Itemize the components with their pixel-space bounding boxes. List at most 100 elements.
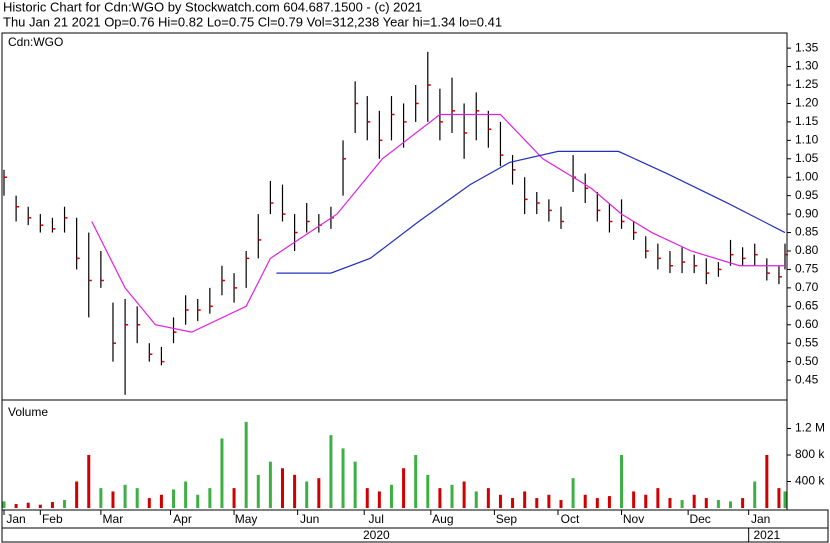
volume-bar — [63, 500, 67, 508]
y-tick-label: 0.65 — [795, 298, 819, 312]
volume-bar — [559, 500, 563, 508]
x-tick-label: Oct — [561, 512, 580, 526]
y-tick-label: 0.70 — [795, 280, 819, 294]
volume-bar — [498, 494, 502, 508]
volume-bar — [75, 481, 79, 508]
volume-bar — [38, 504, 42, 508]
x-tick-label: Jun — [300, 512, 319, 526]
volume-bar — [50, 502, 54, 508]
y-tick-label: 0.60 — [795, 317, 819, 331]
date-axis — [1, 509, 829, 543]
x-tick-label: Jan — [6, 512, 25, 526]
volume-bar — [26, 502, 30, 508]
x-tick-label: Apr — [173, 512, 192, 526]
volume-tick-label: 1.2 M — [795, 421, 825, 435]
y-tick-label: 0.85 — [795, 225, 819, 239]
x-tick-label: Jul — [369, 512, 384, 526]
volume-bar — [329, 435, 333, 508]
volume-bar — [474, 491, 478, 508]
volume-bar — [111, 491, 115, 508]
volume-bar — [293, 474, 297, 508]
x-tick-label: Aug — [432, 512, 453, 526]
volume-bar — [583, 494, 587, 508]
volume-bar — [280, 468, 284, 508]
volume-bar — [704, 498, 708, 508]
x-tick-label: Nov — [623, 512, 644, 526]
year-label: 2020 — [363, 528, 390, 542]
volume-bar — [620, 454, 624, 508]
volume-bar — [341, 448, 345, 508]
volume-bar — [607, 496, 611, 508]
volume-bar — [632, 491, 636, 508]
volume-bar — [123, 484, 127, 508]
volume-bar — [87, 454, 91, 508]
volume-bar — [268, 461, 272, 508]
volume-bar — [692, 494, 696, 508]
volume-bar — [595, 498, 599, 508]
volume-bar — [486, 488, 490, 508]
year-label: 2021 — [753, 528, 780, 542]
volume-bar — [716, 500, 720, 508]
volume-bar — [402, 468, 406, 508]
volume-label: Volume — [8, 405, 48, 419]
y-tick-label: 1.00 — [795, 169, 819, 183]
volume-bar — [438, 488, 442, 508]
volume-bar — [680, 500, 684, 508]
volume-tick-label: 800 k — [795, 447, 825, 461]
moving-average — [276, 150, 786, 274]
y-tick-label: 1.05 — [795, 151, 819, 165]
y-tick-label: 0.90 — [795, 206, 819, 220]
y-tick-label: 0.50 — [795, 354, 819, 368]
volume-bar — [462, 481, 466, 508]
y-tick-label: 0.55 — [795, 335, 819, 349]
volume-bar — [656, 488, 660, 508]
y-tick-label: 1.10 — [795, 133, 819, 147]
volume-bar — [547, 494, 551, 508]
volume-bar — [729, 501, 733, 508]
y-tick-label: 1.35 — [795, 40, 819, 54]
y-tick-label: 1.25 — [795, 77, 819, 91]
volume-bar — [741, 498, 745, 508]
volume-bar — [232, 488, 236, 508]
volume-bar — [99, 488, 103, 508]
x-tick-label: Jan — [751, 512, 770, 526]
volume-bar — [535, 498, 539, 508]
volume-bar — [135, 488, 139, 508]
y-tick-label: 0.45 — [795, 372, 819, 386]
volume-bar — [172, 489, 176, 508]
x-tick-label: Feb — [42, 512, 63, 526]
y-tick-label: 1.15 — [795, 114, 819, 128]
volume-bar — [208, 488, 212, 508]
y-tick-label: 0.95 — [795, 188, 819, 202]
volume-bar — [426, 474, 430, 508]
volume-bar — [765, 454, 769, 508]
chart-subtitle: Thu Jan 21 2021 Op=0.76 Hi=0.82 Lo=0.75 … — [3, 14, 502, 29]
x-tick-label: Dec — [689, 512, 710, 526]
volume-bar — [220, 438, 224, 508]
volume-bar — [511, 498, 515, 508]
y-tick-label: 1.30 — [795, 59, 819, 73]
volume-bar — [196, 494, 200, 508]
volume-bar — [571, 478, 575, 508]
volume-bar — [244, 421, 248, 508]
volume-bar — [2, 501, 6, 508]
volume-bar — [256, 474, 260, 508]
volume-bar — [14, 504, 18, 508]
chart-title: Historic Chart for Cdn:WGO by Stockwatch… — [3, 0, 422, 14]
volume-bar — [317, 478, 321, 508]
volume-bar — [305, 481, 309, 508]
volume-bar — [184, 481, 188, 508]
volume-bar — [668, 498, 672, 508]
symbol-label: Cdn:WGO — [8, 35, 63, 49]
x-tick-label: May — [235, 512, 258, 526]
y-tick-label: 0.80 — [795, 243, 819, 257]
volume-bar — [147, 498, 151, 508]
volume-bar — [353, 461, 357, 508]
volume-bar — [644, 494, 648, 508]
moving-average — [91, 113, 785, 333]
y-tick-label: 1.20 — [795, 96, 819, 110]
volume-tick-label: 400 k — [795, 474, 825, 488]
y-tick-label: 0.75 — [795, 262, 819, 276]
volume-bar — [523, 491, 527, 508]
